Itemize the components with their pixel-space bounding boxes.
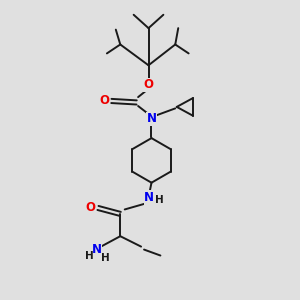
Text: N: N bbox=[144, 191, 154, 204]
Text: H: H bbox=[101, 253, 110, 263]
Text: O: O bbox=[85, 202, 96, 214]
Text: H: H bbox=[155, 195, 164, 205]
Text: N: N bbox=[92, 243, 101, 256]
Text: O: O bbox=[143, 78, 154, 91]
Text: O: O bbox=[99, 94, 109, 107]
Text: H: H bbox=[85, 251, 93, 261]
Text: N: N bbox=[146, 112, 157, 125]
